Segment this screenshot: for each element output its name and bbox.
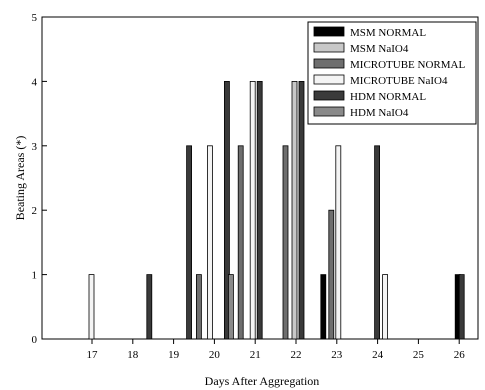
legend-label: MSM NORMAL (350, 27, 426, 39)
legend-swatch (313, 42, 345, 53)
x-tick-label: 19 (168, 349, 180, 361)
y-tick-label: 5 (32, 12, 38, 24)
x-tick-label: 25 (413, 349, 425, 361)
x-axis: 17 18 19 20 21 22 23 24 25 26 (87, 339, 466, 361)
legend-label: MSM NaIO4 (350, 43, 409, 55)
x-axis-label: Days After Aggregation (205, 374, 320, 388)
legend-label: MICROTUBE NaIO4 (350, 75, 448, 87)
bar-hdm-normal (374, 145, 381, 340)
bar-microtube-naio4 (249, 81, 256, 340)
legend-label: HDM NORMAL (350, 91, 426, 103)
legend-swatch (313, 106, 345, 117)
x-tick-label: 18 (127, 349, 139, 361)
legend-label: HDM NaIO4 (350, 107, 409, 119)
bar-microtube-naio4 (335, 145, 342, 340)
bar-microtube-normal (195, 274, 202, 340)
legend-swatch (313, 74, 345, 85)
y-tick-label: 2 (32, 205, 38, 217)
x-tick-label: 17 (87, 349, 99, 361)
y-tick-label: 4 (32, 76, 38, 88)
legend-label: MICROTUBE NORMAL (350, 59, 465, 71)
x-tick-label: 23 (331, 349, 343, 361)
x-tick-label: 26 (454, 349, 466, 361)
bar-microtube-normal (237, 145, 244, 340)
bar-hdm-naio4 (227, 274, 234, 340)
x-tick-label: 20 (209, 349, 221, 361)
y-tick-label: 3 (32, 141, 38, 153)
bar-hdm-normal (256, 81, 263, 340)
bar-microtube-naio4 (382, 274, 389, 340)
bar-microtube-normal (282, 145, 289, 340)
bar-hdm-normal (298, 81, 305, 340)
bar-microtube-naio4 (88, 274, 95, 340)
bars-group (88, 81, 465, 340)
bar-hdm-normal (223, 81, 230, 340)
y-tick-label: 1 (32, 270, 38, 282)
y-axis-label: Beating Areas (*) (13, 136, 27, 221)
legend-swatch (313, 26, 345, 37)
x-tick-label: 24 (372, 349, 384, 361)
y-tick-label: 0 (32, 334, 38, 346)
bar-hdm-normal (186, 145, 193, 340)
bar-microtube-normal (328, 209, 335, 340)
bar-microtube-naio4 (206, 145, 213, 340)
x-tick-label: 21 (250, 349, 261, 361)
legend-swatch (313, 90, 345, 101)
x-tick-label: 22 (291, 349, 302, 361)
legend: MSM NORMAL MSM NaIO4 MICROTUBE NORMAL MICRO… (307, 21, 477, 125)
bar-hdm-normal (458, 274, 465, 340)
bar-msm-normal (320, 274, 327, 340)
y-axis: 0 1 2 3 4 5 (32, 12, 47, 346)
legend-swatch (313, 58, 345, 69)
bar-hdm-normal (146, 274, 153, 340)
bar-msm-naio4 (291, 81, 298, 340)
